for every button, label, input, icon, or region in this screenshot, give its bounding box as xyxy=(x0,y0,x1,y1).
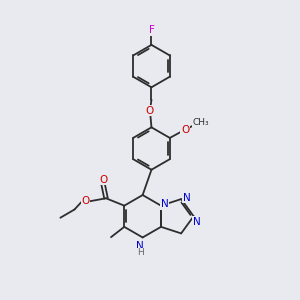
Text: O: O xyxy=(99,175,107,185)
Text: N: N xyxy=(193,217,200,226)
Text: F: F xyxy=(148,25,154,35)
Text: N: N xyxy=(183,193,190,202)
Text: O: O xyxy=(181,125,189,135)
Text: CH₃: CH₃ xyxy=(192,118,209,127)
Text: N: N xyxy=(136,241,144,251)
Text: H: H xyxy=(137,248,144,257)
Text: O: O xyxy=(146,106,154,116)
Text: N: N xyxy=(161,199,168,209)
Text: O: O xyxy=(81,196,89,206)
